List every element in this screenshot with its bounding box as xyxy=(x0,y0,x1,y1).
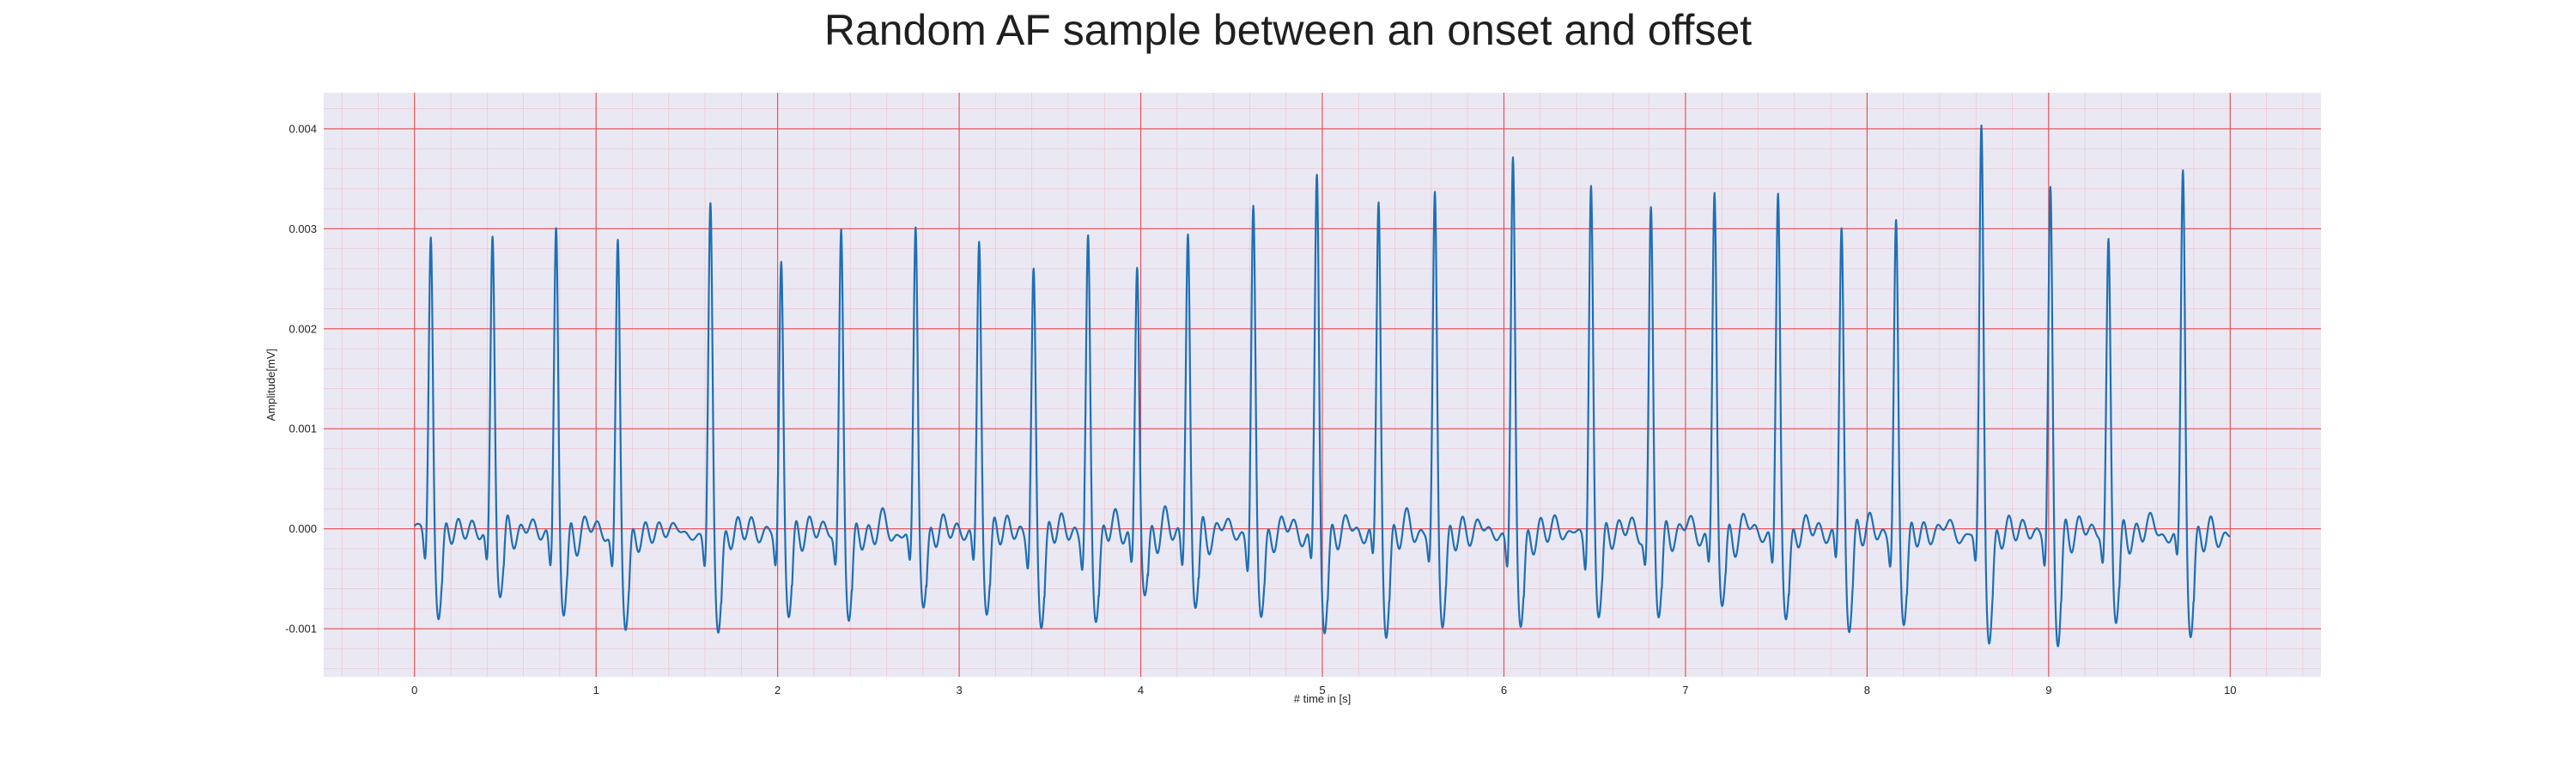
x-tick-label: 2 xyxy=(775,684,781,697)
x-axis-ticks: 0 1 2 3 4 5 6 7 8 9 10 xyxy=(411,684,2236,697)
y-tick-label: -0.001 xyxy=(285,623,317,636)
x-tick-label: 5 xyxy=(1319,684,1325,697)
y-tick-label: 0.000 xyxy=(289,522,317,535)
x-tick-label: 10 xyxy=(2224,684,2236,697)
signal-layer xyxy=(413,125,2231,648)
x-tick-label: 0 xyxy=(411,684,417,697)
y-tick-label: 0.002 xyxy=(289,322,317,335)
y-tick-label: 0.001 xyxy=(289,423,317,435)
y-tick-label: 0.003 xyxy=(289,222,317,235)
x-tick-label: 8 xyxy=(1864,684,1870,697)
y-axis-label: Amplitude[mV] xyxy=(264,349,277,422)
y-axis-ticks: -0.001 0.000 0.001 0.002 0.003 0.004 xyxy=(285,122,317,635)
y-tick-label: 0.004 xyxy=(289,122,317,135)
chart-title: Random AF sample between an onset and of… xyxy=(824,6,1752,54)
x-tick-label: 4 xyxy=(1138,684,1144,697)
ecg-signal-line xyxy=(413,125,2231,648)
x-tick-label: 1 xyxy=(593,684,599,697)
x-tick-label: 7 xyxy=(1682,684,1688,697)
x-tick-label: 6 xyxy=(1501,684,1507,697)
x-tick-label: 9 xyxy=(2045,684,2051,697)
x-axis-label: # time in [s] xyxy=(1294,692,1351,705)
x-tick-label: 3 xyxy=(956,684,962,697)
